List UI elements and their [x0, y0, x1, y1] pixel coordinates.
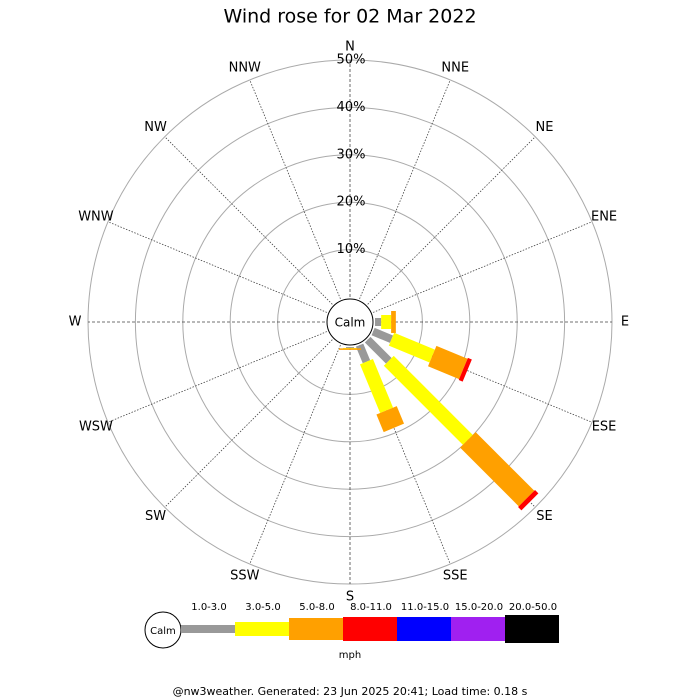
legend-label: 5.0-8.0 — [299, 602, 334, 613]
direction-label: SE — [536, 509, 552, 524]
r-tick-label: 20% — [337, 195, 366, 210]
bar-segment — [460, 432, 535, 507]
bar-segment — [458, 357, 472, 382]
direction-label: NNW — [229, 60, 261, 75]
grid-ring — [134, 106, 566, 538]
bar-segment — [376, 406, 405, 433]
direction-label: WNW — [78, 209, 114, 224]
bar-segment — [391, 311, 396, 333]
direction-spoke — [249, 344, 341, 565]
legend-unit: mph — [339, 650, 361, 661]
direction-spoke — [107, 221, 328, 313]
direction-label: NE — [535, 120, 553, 135]
legend-swatch — [451, 617, 505, 641]
r-tick-label: 10% — [337, 242, 366, 257]
bar-segment — [518, 490, 539, 511]
r-tick-label: 40% — [337, 100, 366, 115]
legend-calm-label: Calm — [150, 626, 176, 637]
direction-label: WSW — [79, 420, 113, 435]
bar-segment — [381, 315, 392, 329]
bar-segment — [388, 332, 435, 363]
direction-spoke — [249, 79, 341, 300]
direction-label: SSE — [443, 569, 468, 584]
r-tick-label: 50% — [337, 53, 366, 68]
calm-circle — [326, 298, 374, 346]
legend-label: 1.0-3.0 — [191, 602, 226, 613]
legend-swatch — [235, 622, 289, 636]
legend-swatch — [289, 618, 343, 640]
direction-label: SSW — [230, 569, 260, 584]
direction-spoke — [164, 339, 333, 508]
direction-label: N — [345, 40, 355, 55]
direction-label: NNE — [441, 60, 469, 75]
legend-swatch — [181, 625, 235, 633]
direction-label: ESE — [592, 420, 617, 435]
direction-label: SW — [145, 509, 166, 524]
legend-label: 15.0-20.0 — [455, 602, 503, 613]
direction-label: S — [346, 590, 354, 605]
bar-segment — [371, 327, 394, 343]
direction-spoke — [359, 79, 451, 300]
direction-spoke — [367, 136, 536, 305]
bar-segment — [428, 345, 468, 380]
footer: @nw3weather. Generated: 23 Jun 2025 20:4… — [173, 685, 528, 698]
bar-segment — [383, 355, 473, 445]
legend-label: 20.0-50.0 — [509, 602, 557, 613]
legend-swatch — [505, 615, 559, 643]
bar-segment — [339, 348, 361, 350]
direction-label: NW — [144, 120, 167, 135]
grid-ring — [229, 201, 471, 443]
legend-label: 11.0-15.0 — [401, 602, 449, 613]
legend-label: 3.0-5.0 — [245, 602, 280, 613]
direction-spoke — [372, 221, 593, 313]
chart-title: Wind rose for 02 Mar 2022 — [223, 6, 476, 28]
direction-spoke — [164, 136, 333, 305]
legend-swatch — [343, 617, 397, 641]
legend-label: 8.0-11.0 — [350, 602, 392, 613]
legend-swatch — [397, 617, 451, 641]
bar-segment — [375, 318, 382, 326]
bar-segment — [364, 336, 392, 364]
bar-segment — [359, 359, 394, 414]
r-tick-label: 30% — [337, 147, 366, 162]
direction-label: ENE — [591, 209, 617, 224]
bar-segment — [346, 347, 354, 348]
calm-label: Calm — [335, 316, 366, 330]
direction-label: W — [69, 315, 82, 330]
direction-label: E — [621, 315, 629, 330]
direction-spoke — [107, 331, 328, 423]
